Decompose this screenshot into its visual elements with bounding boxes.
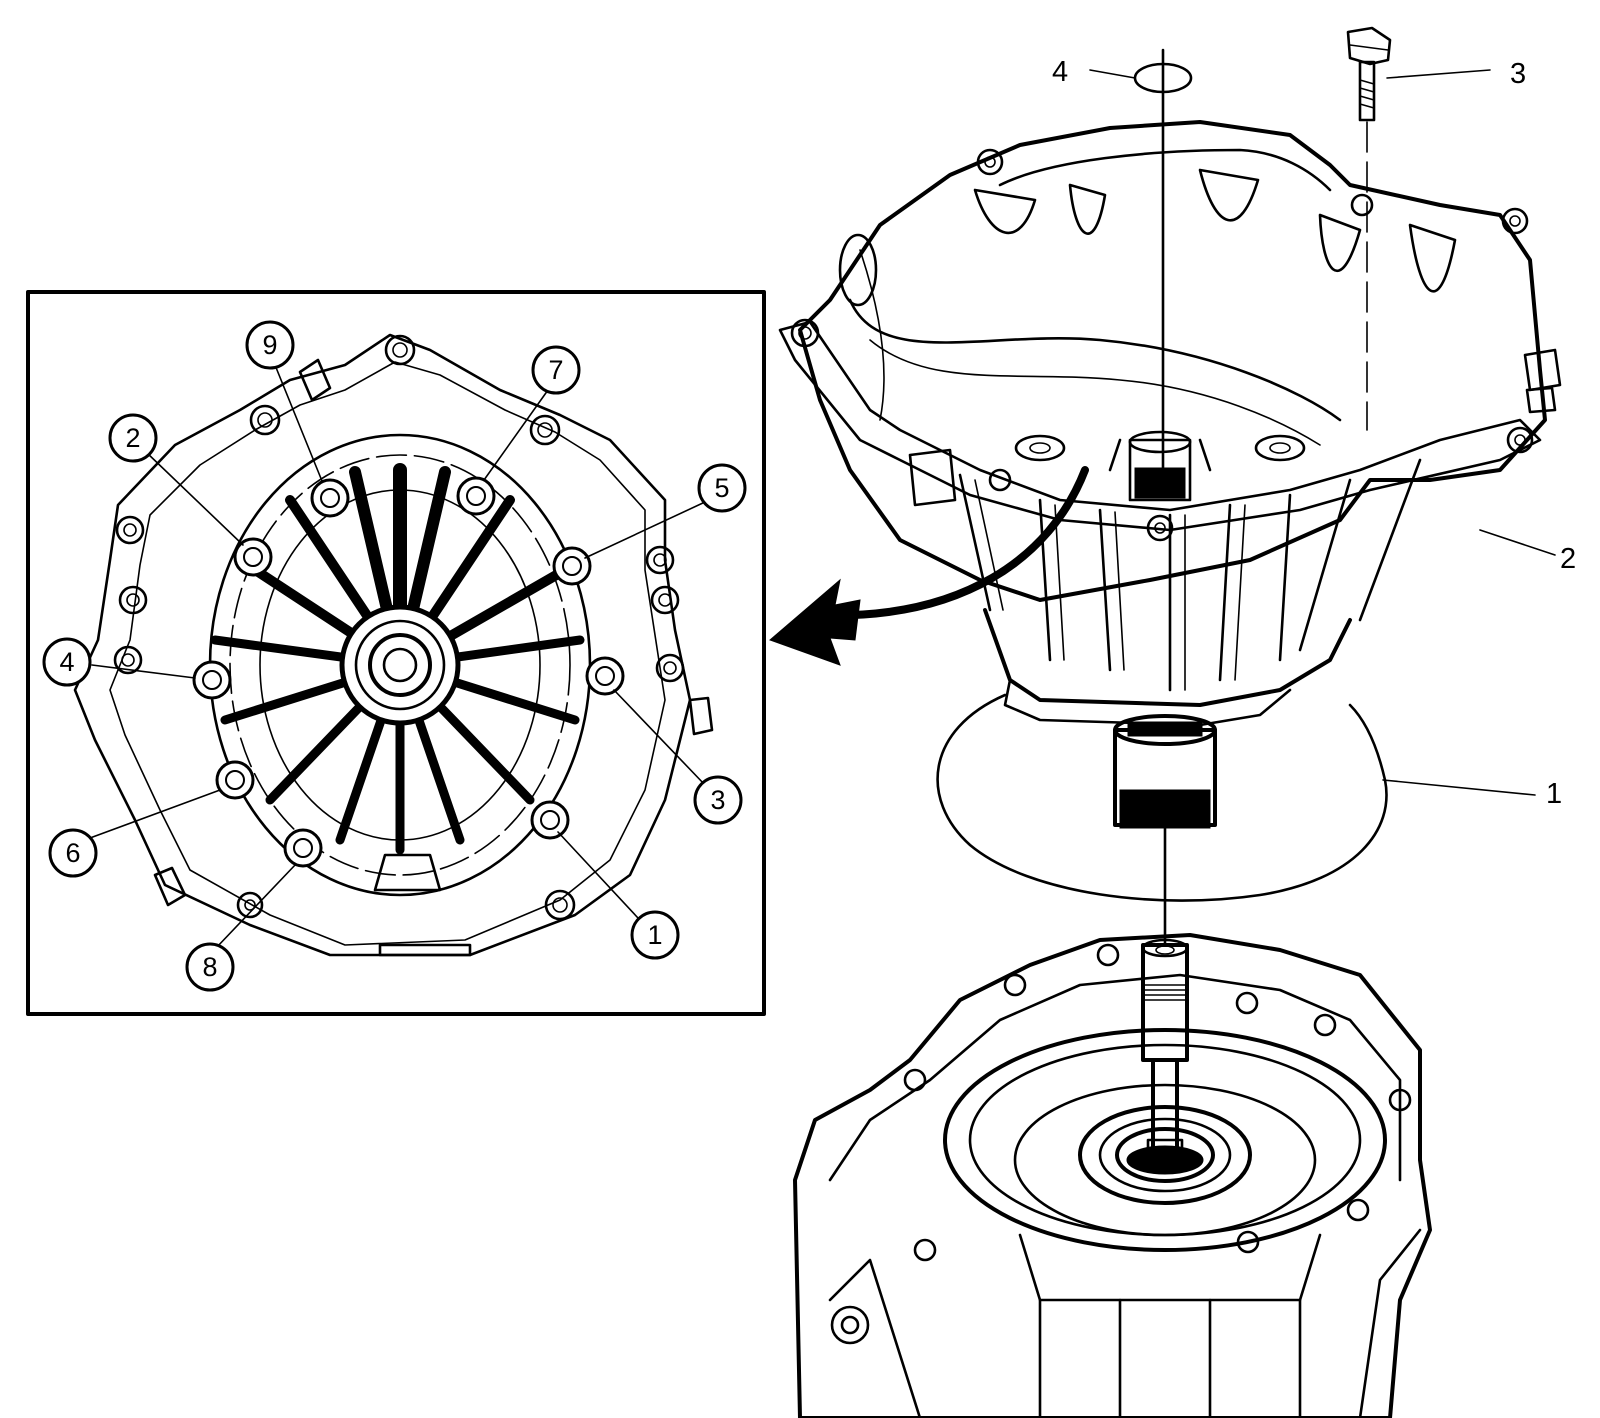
bolt-3 — [585, 656, 625, 696]
housing-outline — [73, 333, 692, 957]
bolt-sequence-inset: 1 2 3 4 5 6 7 8 9 — [26, 290, 766, 1016]
bolt-8 — [283, 828, 323, 868]
svg-text:1: 1 — [647, 920, 662, 950]
center-hub — [339, 604, 461, 726]
callout-1-label: 1 — [1546, 778, 1562, 810]
bolt-1 — [530, 800, 570, 840]
sequence-callout-4: 4 — [42, 637, 92, 687]
bolt-6 — [215, 760, 255, 800]
input-boss — [1113, 714, 1217, 947]
svg-text:2: 2 — [125, 423, 140, 453]
sequence-leader-lines — [89, 364, 706, 949]
svg-text:4: 4 — [59, 647, 74, 677]
callout-2-label: 2 — [1560, 543, 1576, 575]
callout-3-label: 3 — [1510, 58, 1526, 90]
sequence-callout-7: 7 — [531, 345, 581, 395]
svg-text:8: 8 — [202, 952, 217, 982]
sequence-callout-6: 6 — [48, 828, 98, 878]
svg-text:7: 7 — [548, 355, 563, 385]
housing-mounting-bosses — [113, 334, 714, 957]
svg-text:9: 9 — [262, 330, 277, 360]
transmission-case — [793, 933, 1432, 1418]
housing-bolt — [1346, 26, 1392, 431]
bolt-5 — [552, 546, 592, 586]
sequence-callout-3: 3 — [693, 775, 743, 825]
inset-frame — [26, 290, 766, 1016]
seal-ring — [1133, 48, 1193, 480]
callout-4-label: 4 — [1052, 56, 1068, 88]
bolt-7 — [456, 476, 496, 516]
svg-text:6: 6 — [65, 838, 80, 868]
exploded-view: 4 3 2 1 — [778, 26, 1576, 1418]
detail-arrow — [769, 466, 1089, 666]
bolt-heads — [192, 476, 625, 868]
sequence-callouts: 1 2 3 4 5 6 7 8 9 — [42, 320, 747, 992]
svg-text:5: 5 — [714, 473, 729, 503]
bolt-9 — [310, 478, 350, 518]
sequence-callout-1: 1 — [630, 910, 680, 960]
converter-housing — [778, 120, 1562, 727]
sequence-callout-8: 8 — [185, 942, 235, 992]
sequence-callout-9: 9 — [245, 320, 295, 370]
svg-text:3: 3 — [710, 785, 725, 815]
part-leader-lines — [1089, 69, 1556, 796]
sequence-callout-5: 5 — [697, 463, 747, 513]
bolt-4 — [192, 660, 232, 700]
sequence-callout-2: 2 — [108, 413, 158, 463]
bolt-2 — [233, 537, 273, 577]
